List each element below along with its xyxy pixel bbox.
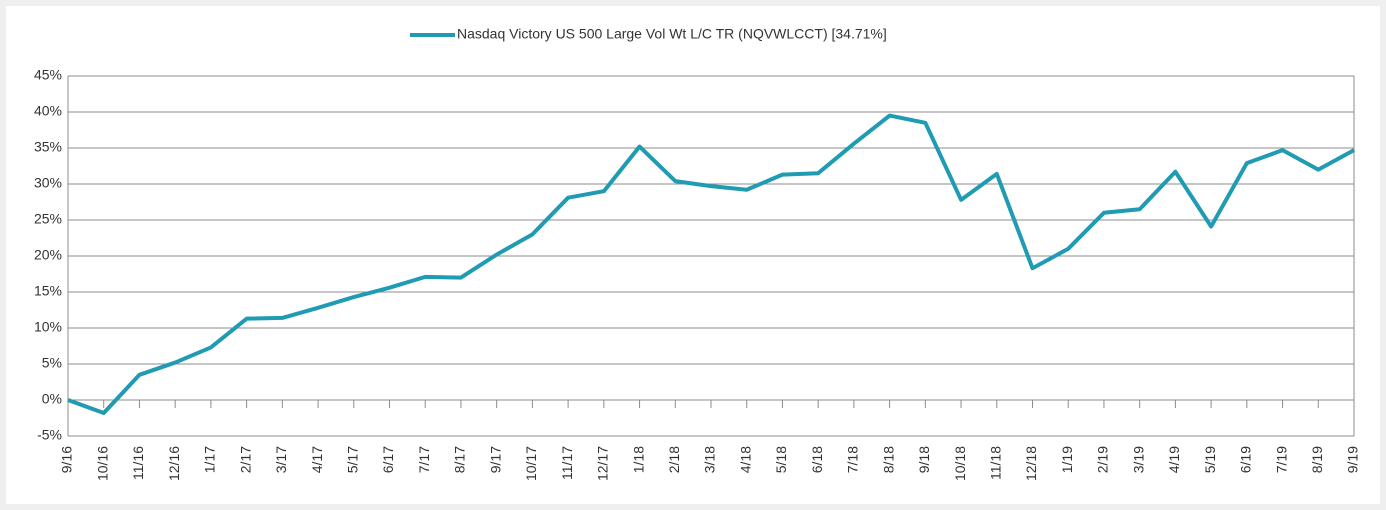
x-tick-label: 3/17 [273,446,289,473]
y-tick-label: 25% [34,211,62,227]
x-tick-label: 6/17 [380,446,396,473]
x-tick-label: 9/17 [487,446,503,473]
x-tick-label: 8/19 [1309,446,1325,473]
x-tick-label: 1/17 [202,446,218,473]
x-tick-label: 12/18 [1023,446,1039,481]
x-tick-label: 10/18 [952,446,968,481]
x-tick-label: 3/19 [1130,446,1146,473]
x-tick-label: 10/17 [523,446,539,481]
x-tick-label: 11/16 [130,446,146,480]
x-tick-label: 4/18 [737,446,753,473]
x-tick-label: 12/17 [595,446,611,481]
y-tick-label: -5% [37,427,62,443]
x-tick-label: 5/19 [1202,446,1218,473]
x-tick-label: 4/19 [1166,446,1182,473]
y-tick-label: 0% [42,391,62,407]
x-tick-label: 2/19 [1095,446,1111,473]
x-tick-label: 9/18 [916,446,932,473]
x-tick-label: 1/18 [630,446,646,473]
x-tick-label: 6/18 [809,446,825,473]
y-tick-label: 35% [34,139,62,155]
legend-label: Nasdaq Victory US 500 Large Vol Wt L/C T… [457,26,887,42]
chart-area [6,6,1380,504]
x-tick-label: 3/18 [702,446,718,473]
x-tick-label: 9/19 [1345,446,1361,473]
x-tick-label: 11/18 [987,446,1003,480]
x-tick-label: 8/18 [880,446,896,473]
x-tick-label: 2/18 [666,446,682,473]
y-tick-label: 45% [34,67,62,83]
y-tick-label: 5% [42,355,62,371]
x-tick-label: 5/17 [344,446,360,473]
line-series [67,113,1355,415]
y-tick-label: 10% [34,319,62,335]
x-tick-label: 7/17 [416,446,432,473]
x-tick-label: 7/19 [1273,446,1289,473]
x-tick-label: 4/17 [309,446,325,473]
x-tick-label: 6/19 [1238,446,1254,473]
x-tick-label: 10/16 [94,446,110,481]
y-tick-label: 20% [34,247,62,263]
y-tick-label: 15% [34,283,62,299]
y-tick-label: 30% [34,175,62,191]
x-tick-label: 12/16 [166,446,182,481]
x-tick-label: 9/16 [59,446,75,473]
y-tick-label: 40% [34,103,62,119]
x-tick-label: 7/18 [845,446,861,473]
x-tick-label: 1/19 [1059,446,1075,473]
x-tick-label: 2/17 [237,446,253,473]
x-tick-label: 5/18 [773,446,789,473]
x-tick-label: 11/17 [559,446,575,480]
x-tick-label: 8/17 [452,446,468,473]
